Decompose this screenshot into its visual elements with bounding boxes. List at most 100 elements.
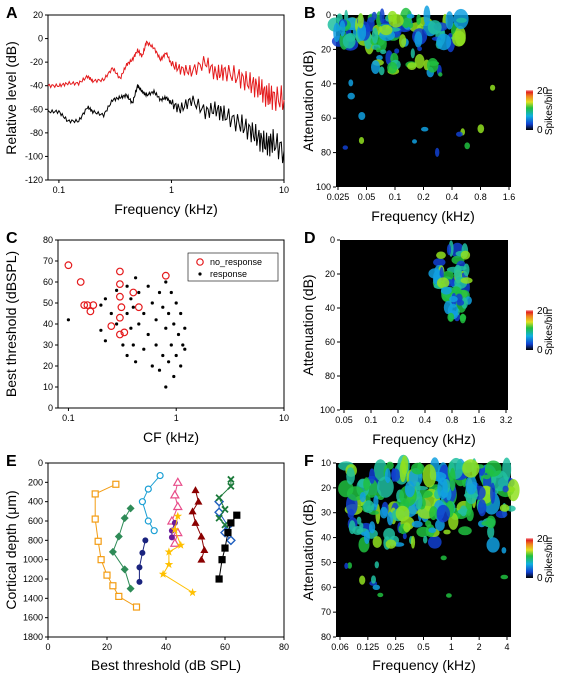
response-point [157,290,162,295]
depth-series-marker [126,584,135,593]
panel-f: F 10 20 30 40 50 60 70 80 0.06 0.125 0.25 0.5 1 2 4 A… [300,453,555,673]
depth-series-marker [221,544,229,552]
heat-cell [485,460,502,477]
xtick-label: 0.025 [327,192,350,202]
heat-cell [361,531,368,537]
response-point [129,297,133,301]
no-response-point [115,330,124,339]
depth-series-marker [215,575,223,583]
response-point [109,311,113,316]
panel-d-yticks: 0 20 40 60 80 100 [320,235,340,415]
heat-cell [347,92,355,100]
ytick-label: 1200 [23,574,43,584]
no-response-point [64,261,73,270]
heat-cell [415,491,423,510]
no-response-point [134,303,143,312]
heat-cell [371,11,377,21]
legend-response-label: response [210,269,247,279]
colorbar-min: 0 [537,345,543,356]
panel-c-legend: no_response response [187,252,279,282]
panel-e-xticks: 0 20 40 60 80 [45,637,289,652]
heat-cell [500,574,509,580]
ytick-label: 60 [321,582,331,592]
xtick-label: 1 [449,642,454,652]
heat-cell [401,455,409,476]
xtick-label: 1 [174,413,179,423]
panel-f-heat-cells [338,454,520,598]
heat-cell [406,13,415,19]
depth-series-marker [91,515,99,523]
ytick-label: 70 [321,607,331,617]
no-response-point [115,313,124,322]
xtick-label: 0 [45,642,50,652]
depth-series-marker [156,471,164,480]
heat-cell [346,467,355,485]
heat-cell [333,22,341,42]
heat-cell [507,479,520,502]
response-point [125,353,129,358]
panel-d-heatmap [340,240,508,410]
panel-b-label: B [304,5,316,22]
colorbar-label: Spikes/bin [544,309,555,355]
response-point [161,305,165,309]
depth-series-marker [108,547,117,556]
heat-cell [410,535,416,549]
heat-cell [456,17,467,23]
depth-series-marker [142,537,149,544]
depth-series-marker [172,501,183,511]
no-response-point [76,278,85,286]
depth-series-marker [139,549,146,556]
panel-e-ylabel: Cortical depth (μm) [3,490,19,609]
depth-series-marker [173,511,183,520]
panel-d-xlabel: Frequency (kHz) [372,431,475,447]
heat-cell [460,250,471,260]
heat-cell [436,504,450,523]
response-point [164,280,168,284]
response-point [103,339,107,343]
response-point [167,311,171,316]
legend-response-marker [198,272,202,276]
ytick-label: 40 [43,319,53,329]
xtick-label: 0.05 [358,192,376,202]
ytick-label: 0 [330,235,335,245]
panel-a-label: A [6,5,18,22]
ytick-label: -100 [25,151,43,161]
ytick-label: 0 [38,458,43,468]
response-point [134,360,138,364]
depth-series-line [218,479,232,526]
no-response-point [161,271,170,280]
no-response-point [115,292,124,301]
xtick-label: 10 [279,413,289,423]
panel-b-colorbar: 20 0 Spikes/bin [526,86,555,136]
heat-cell [436,277,450,289]
heat-cell [369,468,375,484]
response-point [181,343,185,347]
depth-series-marker [221,505,229,514]
panel-b-xticks: 0.025 0.05 0.1 0.2 0.4 0.8 1.6 [327,187,515,202]
heat-cell [374,561,379,569]
ytick-label: 200 [28,477,43,487]
depth-series-marker [168,534,175,541]
heat-cell [486,537,500,553]
xtick-label: 20 [102,642,112,652]
heat-cell [379,8,385,24]
colorbar-min: 0 [537,573,543,584]
depth-series-marker [120,514,129,523]
panel-c-label: C [6,230,18,247]
panel-d-heat-cells [428,240,473,324]
heat-cell [435,147,440,157]
panel-a-yticks: 20 0 -20 -40 -60 -80 -100 -120 [25,10,48,185]
ytick-label: 30 [321,508,331,518]
heat-cell [437,477,448,500]
panel-b-xlabel: Frequency (kHz) [371,208,474,224]
ytick-label: 0 [326,10,331,20]
xtick-label: 0.2 [417,192,430,202]
depth-series-marker [233,511,241,519]
response-point [179,311,183,316]
depth-series-marker [103,571,111,579]
heat-cell [399,34,407,48]
panel-f-colorbar: 20 0 Spikes/bin [526,534,555,584]
heat-cell [440,555,447,561]
heat-cell [388,13,404,28]
heat-cell [359,492,366,503]
